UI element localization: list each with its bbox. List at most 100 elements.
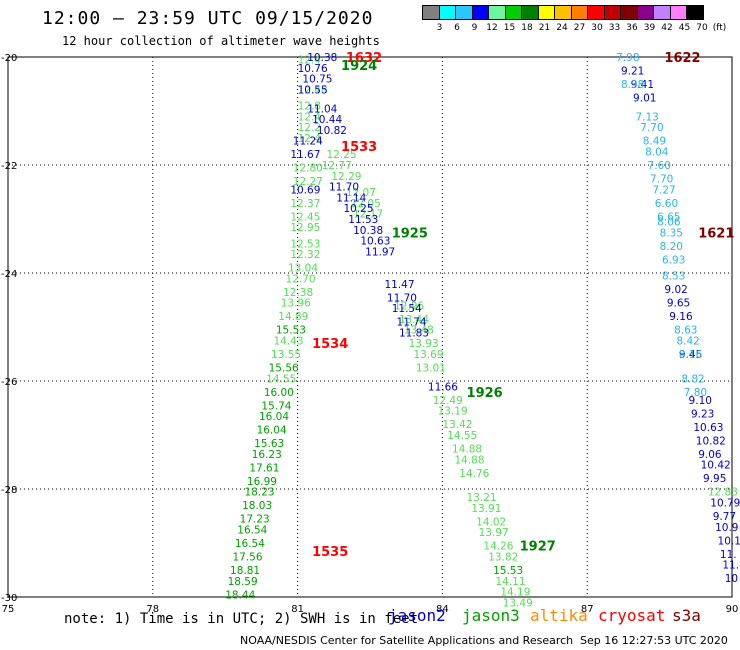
wave-height-label: 14.55: [266, 373, 296, 385]
wave-height-label: 13.49: [503, 597, 533, 609]
wave-height-label: 12.4: [298, 55, 322, 67]
wave-height-label: 12.27: [293, 176, 323, 188]
x-tick-label: 84: [436, 604, 449, 615]
wave-height-label: 11.70: [329, 182, 359, 194]
wave-height-label: 9.95: [703, 473, 726, 485]
wave-height-label: 6.60: [655, 198, 678, 210]
legend-item-cryosat: cryosat: [598, 606, 666, 625]
wave-height-label: 9.01: [633, 93, 656, 105]
wave-height-label: 12.48: [298, 84, 328, 96]
wave-height-label: 13.19: [438, 406, 468, 418]
wave-height-label: 12.4: [298, 111, 322, 123]
color-scale-label: 21: [538, 23, 551, 33]
wave-height-label: 7.70: [650, 174, 673, 186]
wave-height-label: 13.97: [479, 527, 509, 539]
wave-height-label: 11.53: [348, 214, 378, 226]
wave-height-label: 12.96: [394, 300, 424, 312]
color-scale-label: (ft): [712, 23, 727, 33]
color-scale-label: 39: [643, 23, 656, 33]
wave-height-label: 10: [725, 573, 738, 585]
color-scale-label: 12: [486, 23, 498, 33]
wave-height-label: 9.06: [698, 449, 722, 461]
wave-height-label: 17.56: [232, 552, 262, 564]
legend-item-s3a: s3a: [672, 606, 701, 625]
wave-height-label: 8.38: [621, 79, 644, 91]
wave-height-label: 10.76: [298, 63, 328, 75]
wave-height-label: 18.59: [228, 576, 258, 588]
wave-height-label: 16.54: [237, 525, 267, 537]
wave-height-label: 10.75: [302, 74, 332, 86]
x-tick-label: 87: [581, 604, 594, 615]
color-scale-label: 30: [591, 23, 603, 33]
wave-height-label: 16.54: [235, 538, 265, 550]
wave-height-label: 7.60: [648, 160, 671, 172]
color-scale-bar: [422, 5, 704, 20]
wave-height-label: 11.70: [387, 292, 417, 304]
wave-height-label: 9.77: [713, 511, 736, 523]
wave-height-label: 13.55: [271, 349, 301, 361]
pass-time-label: 1621: [698, 227, 734, 242]
x-tick-label: 78: [146, 604, 159, 615]
legend-item-altika: altika: [530, 606, 588, 625]
wave-height-label: 12.53: [290, 238, 320, 250]
pass-time-label: 1925: [392, 227, 428, 242]
wave-height-label: 11.83: [399, 327, 429, 339]
wave-height-label: 7.98: [616, 52, 639, 64]
wave-height-label: 13.93: [409, 338, 439, 350]
wave-height-label: 13.44: [399, 314, 429, 326]
wave-height-label: 10.82: [317, 125, 347, 137]
wave-height-label: 7.27: [652, 184, 675, 196]
wave-height-label: 11.97: [365, 246, 395, 258]
color-scale-label: 45: [678, 23, 691, 33]
wave-height-label: 14.19: [500, 587, 530, 599]
wave-height-label: 13.48: [404, 325, 434, 337]
wave-height-label: 17.61: [249, 462, 279, 474]
wave-height-label: 13.42: [442, 419, 472, 431]
wave-height-label: 9.45: [679, 349, 702, 361]
color-scale-label: 9: [471, 23, 478, 33]
color-scale-cell: [686, 5, 704, 20]
y-tick-label: -26: [1, 377, 17, 388]
wave-height-label: 8.49: [643, 136, 666, 148]
wave-height-label: 14.88: [452, 444, 482, 456]
y-tick-label: -22: [1, 161, 17, 172]
wave-height-label: 18.81: [230, 565, 260, 577]
wave-height-label: 9.10: [689, 395, 712, 407]
wave-height-label: 13.82: [488, 552, 518, 564]
wave-height-label: 13.69: [413, 349, 443, 361]
wave-height-label: 15.53: [276, 325, 306, 337]
wave-height-label: 8.06: [657, 217, 681, 229]
wave-height-label: 12.4: [298, 133, 322, 145]
wave-height-label: 10.25: [343, 203, 373, 215]
wave-height-label: 11.54: [392, 303, 422, 315]
wave-height-label: 12.05: [351, 198, 381, 210]
wave-height-label: 13.21: [467, 492, 497, 504]
wave-height-label: 11.24: [293, 136, 323, 148]
plot-frame: [7, 56, 733, 598]
wave-height-label: 14.55: [447, 430, 477, 442]
wave-height-label: 9.65: [667, 298, 690, 310]
pass-time-label: 1924: [341, 59, 377, 74]
wave-height-label: 14.11: [495, 576, 525, 588]
credit-line: NOAA/NESDIS Center for Satellite Applica…: [240, 634, 574, 647]
wave-height-label: 13.96: [281, 298, 311, 310]
wave-height-label: 10.9: [715, 522, 738, 534]
wave-height-label: 14.02: [476, 516, 506, 528]
wave-height-label: 10.79: [710, 498, 740, 510]
wave-height-label: 10.63: [360, 236, 390, 248]
color-scale-label: 18: [521, 23, 533, 33]
wave-height-label: 12.29: [331, 171, 361, 183]
wave-height-label: 15.56: [269, 363, 299, 375]
wave-height-label: 10.38: [353, 225, 383, 237]
wave-height-label: 12.32: [290, 249, 320, 261]
wave-height-label: 14.26: [483, 541, 513, 553]
pass-time-label: 1533: [341, 140, 377, 155]
color-scale-label: 3: [436, 23, 443, 33]
wave-height-label: 8.16: [679, 349, 703, 361]
wave-height-label: 15.74: [261, 400, 291, 412]
wave-height-label: 11.66: [428, 381, 458, 393]
wave-height-label: 8.82: [681, 373, 704, 385]
color-scale-label: 42: [661, 23, 673, 33]
wave-height-label: 10.38: [307, 52, 337, 64]
